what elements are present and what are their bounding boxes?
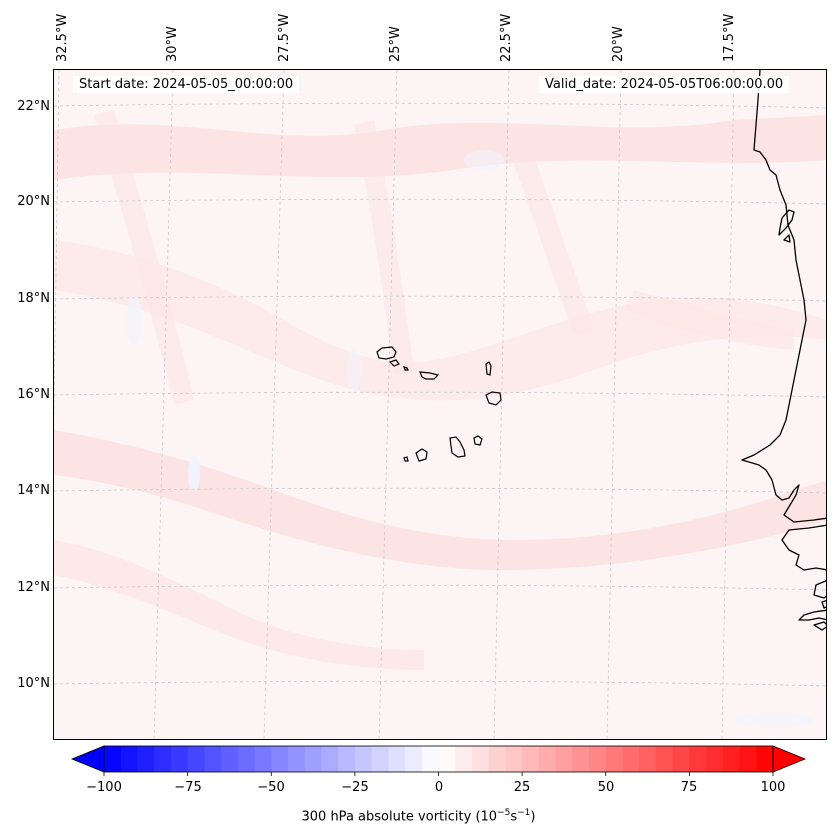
colorbar-step <box>271 746 289 772</box>
lat-label-16n: 16°N <box>17 387 50 402</box>
colorbar-tick: 75 <box>680 780 698 795</box>
colorbar-tick: 0 <box>434 780 444 795</box>
colorbar-step <box>287 746 306 772</box>
colorbar-step <box>522 746 540 772</box>
colorbar-step <box>555 746 573 772</box>
colorbar-tick: 100 <box>760 780 786 795</box>
colorbar-step <box>739 746 757 772</box>
colorbar-min-arrow <box>70 745 105 773</box>
colorbar-tick: −100 <box>86 780 122 795</box>
colorbar-step <box>505 746 523 772</box>
colorbar-step <box>170 746 189 772</box>
lat-label-22n: 22°N <box>17 99 50 114</box>
colorbar-label: 300 hPa absolute vorticity (10−5s−1) <box>301 808 536 825</box>
colorbar-step <box>204 746 222 772</box>
lat-label-10n: 10°N <box>17 676 50 691</box>
colorbar-step <box>605 746 623 772</box>
colorbar-step <box>254 746 272 772</box>
colorbar <box>70 745 807 776</box>
colorbar-step <box>421 746 440 772</box>
lon-label-30w: 30°W <box>165 26 180 62</box>
colorbar-step <box>455 746 473 772</box>
colorbar-tick: 50 <box>597 780 615 795</box>
colorbar-step <box>221 746 239 772</box>
lon-label-25w: 25°W <box>388 26 403 62</box>
lat-label-20n: 20°N <box>17 194 50 209</box>
colorbar-step <box>572 746 590 772</box>
lat-label-18n: 18°N <box>17 291 50 306</box>
colorbar-step <box>471 746 490 772</box>
colorbar-step <box>405 746 423 772</box>
lat-label-14n: 14°N <box>17 483 50 498</box>
valid-date-label: Valid_date: 2024-05-05T06:00:00.00 <box>539 76 790 93</box>
lat-label-12n: 12°N <box>17 580 50 595</box>
colorbar-step <box>655 746 674 772</box>
colorbar-max-arrow <box>772 745 807 773</box>
colorbar-step <box>154 746 172 772</box>
colorbar-tick: −50 <box>257 780 285 795</box>
colorbar-step <box>722 746 741 772</box>
colorbar-step <box>438 746 456 772</box>
colorbar-tick: −25 <box>341 780 369 795</box>
colorbar-step <box>187 746 205 772</box>
start-date-label: Start date: 2024-05-05_00:00:00 <box>73 76 300 93</box>
lon-label-32-5w: 32.5°W <box>55 13 70 62</box>
map-panel <box>53 69 827 740</box>
colorbar-step <box>137 746 155 772</box>
lon-label-20w: 20°W <box>611 26 626 62</box>
lon-label-22-5w: 22.5°W <box>499 13 514 62</box>
colorbar-step <box>371 746 389 772</box>
colorbar-step <box>756 746 774 772</box>
colorbar-step <box>639 746 657 772</box>
colorbar-step <box>237 746 256 772</box>
colorbar-step <box>338 746 356 772</box>
colorbar-tick: −75 <box>174 780 202 795</box>
colorbar-step <box>672 746 690 772</box>
colorbar-step <box>706 746 724 772</box>
lon-label-27-5w: 27.5°W <box>277 13 292 62</box>
colorbar-step <box>304 746 322 772</box>
colorbar-step <box>321 746 339 772</box>
colorbar-tick: 25 <box>513 780 531 795</box>
vorticity-field <box>54 70 826 739</box>
colorbar-step <box>538 746 557 772</box>
colorbar-step <box>120 746 138 772</box>
lon-label-17-5w: 17.5°W <box>722 13 737 62</box>
colorbar-step <box>622 746 640 772</box>
colorbar-step <box>104 746 122 772</box>
colorbar-step <box>589 746 607 772</box>
colorbar-step <box>388 746 406 772</box>
colorbar-step <box>689 746 707 772</box>
colorbar-step <box>488 746 506 772</box>
colorbar-step <box>354 746 373 772</box>
